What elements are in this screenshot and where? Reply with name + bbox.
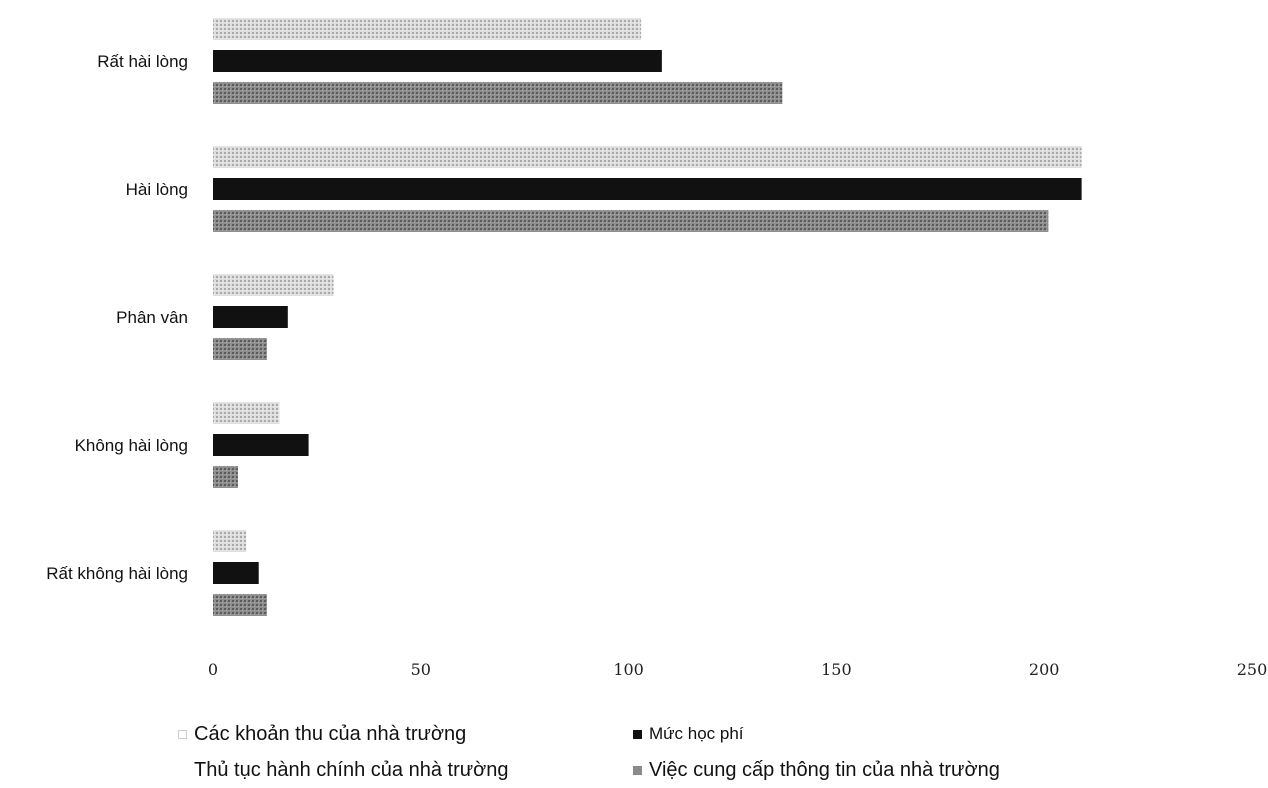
category-label: Phân vân (116, 308, 188, 327)
category-label: Rất hài lòng (97, 52, 188, 71)
x-axis-ticks: 0 50 100 150 200 250 (208, 660, 1267, 679)
bar-1-3 (213, 274, 334, 296)
legend-label: Các khoản thu của nhà trường (194, 722, 467, 745)
bars-layer (213, 18, 1082, 616)
category-labels: Rất hài lòng Hài lòng Phân vân Không hài lò… (46, 52, 188, 583)
x-tick-label: 150 (821, 660, 852, 679)
legend-label: Mức học phí (649, 724, 744, 743)
legend-swatch-white (178, 766, 187, 775)
legend-item-thu-tuc-hanh-chinh: Thủ tục hành chính của nhà trường (178, 759, 633, 782)
legend-row-1: Các khoản thu của nhà trường Mức học phí (178, 716, 1178, 752)
legend-swatch-black (633, 729, 642, 739)
bar-2-1 (213, 50, 662, 72)
category-label: Hài lòng (126, 180, 188, 199)
legend-row-2: Thủ tục hành chính của nhà trường Việc c… (178, 752, 1178, 788)
x-tick-label: 100 (613, 660, 644, 679)
bar-1-5 (213, 530, 247, 552)
bar-2-4 (213, 434, 309, 456)
bar-chart: Rất hài lòng Hài lòng Phân vân Không hài lò… (46, 18, 1267, 679)
legend-item-muc-hoc-phi: Mức học phí (633, 724, 744, 744)
bar-1-4 (213, 402, 280, 424)
bar-4-5 (213, 594, 268, 616)
legend-label: Việc cung cấp thông tin của nhà trường (649, 758, 1000, 781)
bar-2-2 (213, 178, 1082, 200)
legend-swatch-light (178, 729, 187, 739)
bar-4-2 (213, 210, 1049, 232)
category-label: Rất không hài lòng (46, 564, 188, 583)
legend-swatch-dark (633, 765, 642, 775)
bar-4-1 (213, 82, 783, 104)
legend-item-viec-cung-cap-thong-tin: Việc cung cấp thông tin của nhà trường (633, 759, 1000, 782)
x-tick-label: 200 (1029, 660, 1060, 679)
legend-item-cac-khoan-thu: Các khoản thu của nhà trường (178, 723, 633, 746)
bar-2-3 (213, 306, 288, 328)
bar-4-3 (213, 338, 268, 360)
legend: Các khoản thu của nhà trường Mức học phí… (178, 716, 1178, 788)
bar-4-4 (213, 466, 238, 488)
x-tick-label: 0 (208, 660, 218, 679)
category-label: Không hài lòng (75, 436, 188, 455)
bar-1-1 (213, 18, 642, 40)
x-tick-label: 50 (411, 660, 431, 679)
bar-1-2 (213, 146, 1082, 168)
x-tick-label: 250 (1237, 660, 1268, 679)
bar-2-5 (213, 562, 259, 584)
legend-label: Thủ tục hành chính của nhà trường (194, 758, 509, 781)
